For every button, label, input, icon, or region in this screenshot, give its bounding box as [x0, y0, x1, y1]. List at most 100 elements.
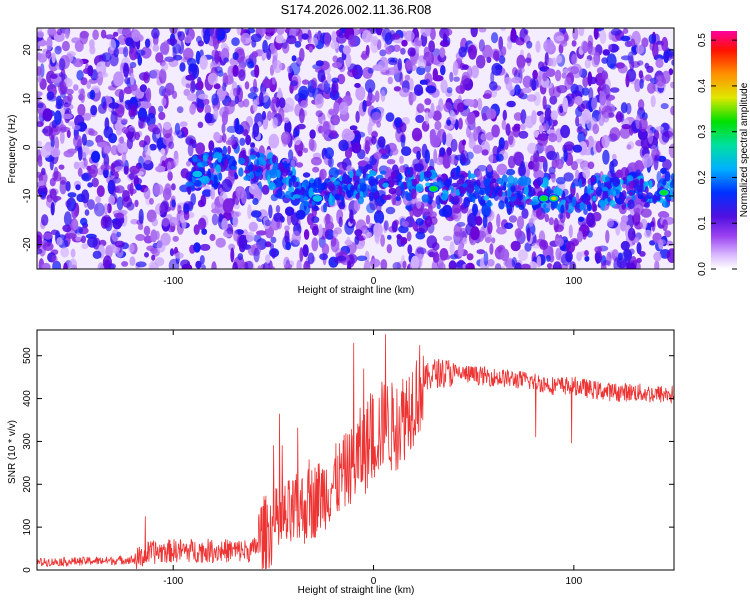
heatmap-cell: [261, 110, 267, 120]
heatmap-cell: [291, 55, 297, 62]
heatmap-cell: [295, 209, 306, 220]
x-tick-label: -100: [163, 576, 183, 587]
heatmap-cell: [283, 117, 290, 124]
heatmap-cell: [572, 144, 583, 153]
heatmap-cell: [571, 53, 578, 65]
heatmap-cell: [552, 261, 562, 269]
heatmap-ridge-cell: [560, 204, 565, 214]
heatmap-cell: [458, 46, 467, 58]
heatmap-cell: [647, 129, 654, 145]
heatmap-cell: [444, 254, 451, 260]
heatmap-cell: [222, 198, 234, 214]
x-tick-label: 100: [565, 576, 582, 587]
heatmap-cell: [183, 47, 194, 61]
spectrogram-x-axis: -100 0 100: [163, 28, 583, 287]
heatmap-cell: [297, 123, 306, 130]
heatmap-cell: [172, 235, 179, 242]
heatmap-cell: [660, 103, 669, 110]
heatmap-cell: [554, 224, 564, 233]
heatmap-cell: [174, 122, 181, 136]
heatmap-cell: [435, 156, 445, 166]
heatmap-ridge-cell: [398, 172, 403, 183]
snr-frame: [36, 329, 675, 571]
heatmap-cell: [265, 254, 271, 264]
heatmap-cell: [312, 166, 320, 173]
heatmap-cell: [578, 28, 585, 37]
heatmap-cell: [484, 89, 492, 99]
heatmap-cell: [71, 124, 81, 131]
heatmap-cell: [187, 57, 197, 67]
heatmap-cell: [439, 47, 446, 58]
heatmap-cell: [655, 58, 664, 69]
heatmap-cell: [215, 28, 223, 37]
heatmap-cell: [438, 98, 444, 112]
heatmap-cell: [203, 98, 210, 105]
heatmap-cell: [671, 59, 674, 66]
heatmap-cell: [565, 241, 576, 253]
heatmap-cell: [101, 52, 112, 62]
heatmap-cell: [646, 65, 654, 73]
heatmap-cell: [664, 230, 672, 238]
heatmap-ridge-cell: [277, 162, 284, 171]
figure-title: S174.2026.002.11.36.R08: [281, 2, 432, 17]
heatmap-cell: [592, 123, 600, 135]
heatmap-cell: [622, 28, 629, 34]
heatmap-cell: [152, 44, 160, 52]
heatmap-cell: [81, 133, 87, 146]
heatmap-cell: [668, 68, 674, 76]
colorbar-tick-label: 0.0: [697, 262, 708, 276]
heatmap-cell: [413, 84, 424, 96]
heatmap-ridge-cell: [421, 194, 430, 203]
heatmap-cell: [272, 117, 278, 129]
heatmap-cell: [418, 58, 427, 69]
heatmap-cell: [80, 235, 87, 244]
heatmap-cell: [285, 241, 292, 251]
heatmap-cell: [372, 35, 379, 47]
heatmap-cell: [606, 251, 612, 267]
heatmap-cell: [97, 72, 109, 78]
heatmap-cell: [90, 105, 98, 116]
heatmap-cell: [173, 151, 179, 167]
heatmap-cell: [666, 248, 674, 263]
heatmap-cell: [392, 262, 402, 269]
heatmap-ridge-cell: [290, 175, 297, 183]
heatmap-cell: [47, 28, 57, 37]
heatmap-ridge-cell: [607, 196, 611, 203]
heatmap-cell: [329, 130, 338, 139]
heatmap-cell: [482, 44, 493, 59]
heatmap-cell: [512, 67, 518, 76]
heatmap-ridge-cell: [675, 179, 680, 185]
heatmap-ridge-cell: [215, 164, 222, 174]
heatmap-cell: [331, 31, 337, 43]
heatmap-cell: [470, 226, 480, 241]
heatmap-cell: [41, 167, 46, 176]
heatmap-ridge-cell: [244, 169, 251, 174]
snr-y-label: SNR (10 * v/v): [7, 420, 18, 484]
heatmap-cell: [89, 45, 96, 55]
heatmap-cell: [421, 208, 430, 216]
heatmap-ridge-cell: [400, 183, 405, 191]
heatmap-ridge-cell: [518, 204, 525, 211]
heatmap-cell: [54, 136, 60, 152]
heatmap-ridge-cell: [327, 181, 334, 190]
heatmap-cell: [346, 28, 351, 35]
heatmap-cell: [168, 258, 180, 269]
heatmap-cell: [270, 193, 279, 202]
heatmap-cell: [275, 37, 287, 44]
heatmap-cell: [655, 126, 664, 132]
heatmap-cell: [222, 28, 231, 34]
heatmap-cell: [109, 39, 117, 51]
heatmap-cell: [615, 169, 624, 178]
heatmap-cell: [180, 168, 189, 179]
heatmap-cell: [636, 242, 642, 255]
heatmap-cell: [117, 140, 128, 154]
heatmap-cell: [77, 167, 83, 177]
heatmap-cell: [58, 58, 66, 71]
heatmap-ridge-cell: [341, 173, 349, 184]
heatmap-cell: [583, 128, 588, 137]
heatmap-cell: [527, 142, 538, 154]
heatmap-cell: [37, 31, 44, 38]
heatmap-cell: [666, 240, 674, 246]
heatmap-cell: [640, 208, 652, 218]
